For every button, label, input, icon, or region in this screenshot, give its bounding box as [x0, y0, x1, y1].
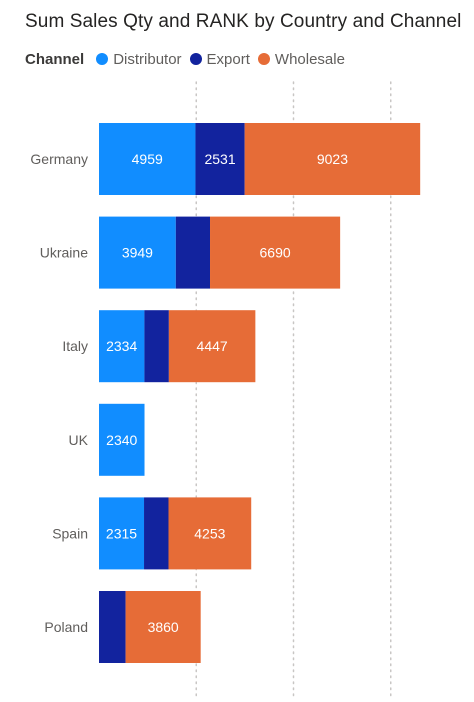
bar-distributor	[99, 403, 145, 476]
data-label: 2315	[106, 525, 137, 541]
bar-distributor	[99, 310, 145, 383]
legend-item-wholesale[interactable]: Wholesale	[257, 50, 345, 68]
legend-item-distributor[interactable]: Distributor	[96, 50, 182, 68]
data-label: 2531	[204, 151, 235, 167]
legend-label-wholesale: Wholesale	[274, 50, 345, 68]
category-label: Poland	[44, 619, 88, 635]
data-label: 6690	[260, 245, 291, 261]
bar-wholesale	[210, 216, 341, 289]
legend: Channel Distributor Export Wholesale	[25, 49, 353, 69]
bar-wholesale	[168, 310, 256, 383]
category-label: UK	[69, 432, 89, 448]
category-label: Spain	[52, 525, 88, 541]
chart-title: Sum Sales Qty and RANK by Country and Ch…	[25, 11, 462, 32]
data-label: 4447	[197, 338, 228, 354]
bar-export	[144, 497, 169, 570]
data-label: 3949	[122, 245, 153, 261]
bar-export	[99, 591, 126, 663]
legend-item-export[interactable]: Export	[189, 50, 250, 68]
data-label: 3860	[148, 619, 179, 635]
legend-title: Channel	[25, 50, 85, 68]
data-label: 2334	[106, 338, 137, 354]
legend-label-distributor: Distributor	[113, 50, 182, 68]
legend-marker-export	[189, 53, 202, 65]
data-label: 4253	[194, 525, 225, 541]
bar-distributor	[99, 216, 176, 289]
bar-export	[144, 310, 169, 383]
bar-distributor	[99, 497, 145, 570]
data-label: 9023	[317, 151, 348, 167]
data-label: 2340	[106, 432, 137, 448]
data-label: 4959	[132, 151, 163, 167]
bar-export	[175, 216, 211, 289]
bar-wholesale	[168, 497, 252, 570]
legend-marker-wholesale	[257, 53, 270, 65]
category-label: Italy	[62, 338, 88, 354]
legend-marker-distributor	[96, 53, 109, 65]
bar-wholesale	[125, 591, 201, 663]
legend-label-export: Export	[206, 50, 250, 68]
category-label: Ukraine	[40, 245, 88, 261]
category-label: Germany	[30, 151, 88, 167]
bar-wholesale	[244, 123, 421, 195]
bar-export	[195, 123, 245, 195]
bar-distributor	[99, 123, 196, 195]
